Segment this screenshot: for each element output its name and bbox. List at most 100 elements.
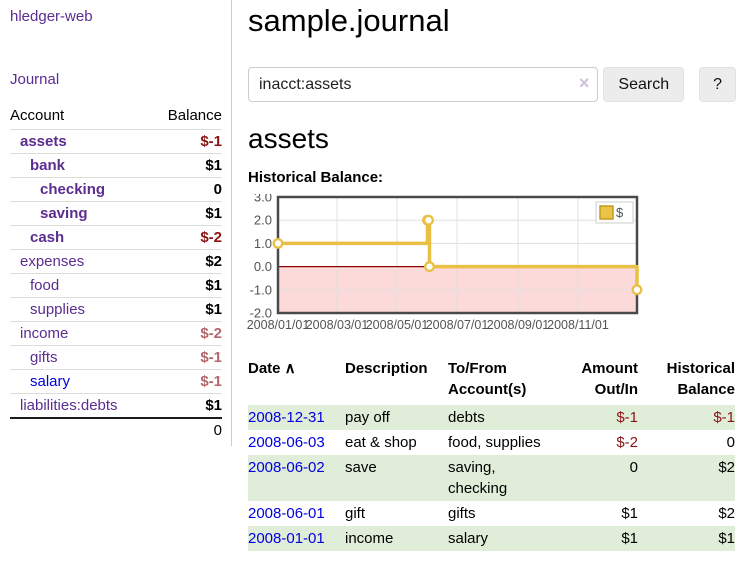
account-link-gifts[interactable]: gifts [30, 349, 58, 366]
data-point-marker[interactable] [272, 237, 284, 249]
account-row: salary $-1 [10, 369, 222, 394]
y-tick-label: 0.0 [254, 259, 272, 274]
app-brand-link[interactable]: hledger-web [10, 8, 93, 25]
account-balance: $1 [150, 297, 222, 322]
accounts-col-account: Account [10, 107, 65, 124]
account-link-income[interactable]: income [20, 325, 69, 342]
transaction-date-link[interactable]: 2008-06-03 [248, 434, 325, 451]
transaction-date-link[interactable]: 2008-06-02 [248, 459, 325, 476]
register-row[interactable]: 2008-12-31 pay off debts $-1 $-1 [248, 405, 735, 430]
accounts-col-balance: Balance [167, 107, 222, 124]
account-row: assets $-1 [10, 129, 222, 154]
register-row[interactable]: 2008-06-03 eat & shop food, supplies $-2 0 [248, 430, 735, 455]
help-button[interactable]: ? [699, 67, 736, 102]
account-balance: $1 [150, 393, 222, 418]
account-link-assets[interactable]: assets [20, 133, 67, 150]
search-input-wrap: × [248, 67, 599, 102]
register-col-date[interactable]: Date ∧ [248, 360, 296, 377]
x-tick-label: 2008/07/01 [426, 318, 489, 332]
search-form: × Search ? [248, 67, 736, 102]
x-tick-label: 2008/01/01 [247, 318, 310, 332]
transaction-description: pay off [345, 405, 448, 430]
account-balance: $1 [150, 273, 222, 298]
main-content: sample.journal × Search ? assets Histori… [247, 0, 736, 551]
account-link-liabilities-debts[interactable]: liabilities:debts [20, 397, 118, 414]
transaction-description: eat & shop [345, 434, 417, 451]
account-link-supplies[interactable]: supplies [30, 301, 86, 318]
transaction-accounts: saving, checking [448, 455, 554, 501]
account-link-food[interactable]: food [30, 277, 60, 294]
transaction-balance: $2 [718, 505, 735, 522]
transaction-description: save [345, 455, 448, 501]
sort-ascending-icon: ∧ [280, 360, 296, 377]
register-row[interactable]: 2008-06-02 save saving, checking 0 $2 [248, 455, 735, 501]
account-row: liabilities:debts $1 [10, 393, 222, 418]
y-tick-label: 2.0 [254, 213, 272, 228]
account-balance: $2 [150, 249, 222, 274]
account-link-salary[interactable]: salary [30, 373, 71, 390]
register-col-balance[interactable]: Historical Balance [666, 360, 735, 398]
historical-balance-chart-svg: $3.0 2.0 1.0 0.0 -1.0 -2.02008/01/012008/03/0… [247, 190, 643, 332]
register-col-accounts[interactable]: To/From Account(s) [448, 360, 527, 398]
account-row: bank $1 [10, 153, 222, 178]
transaction-date-link[interactable]: 2008-12-31 [248, 409, 325, 426]
plot-border [276, 195, 639, 315]
account-row: saving $1 [10, 201, 222, 226]
account-row: gifts $-1 [10, 345, 222, 370]
account-link-checking[interactable]: checking [40, 181, 106, 198]
y-tick-label: -1.0 [250, 282, 272, 297]
x-tick-label: 2008/03/01 [306, 318, 369, 332]
accounts-table: Account Balance assets $-1 bank $1 checking 0… [10, 105, 222, 442]
account-row: checking 0 [10, 177, 222, 202]
account-link-saving[interactable]: saving [40, 205, 88, 222]
register-header-row: Date ∧ Description To/From Account(s) Amoun… [248, 358, 735, 405]
account-balance: $-1 [150, 345, 222, 370]
transaction-balance: $1 [638, 526, 735, 551]
transaction-amount: $-1 [554, 405, 638, 430]
account-balance: $-2 [150, 321, 222, 346]
data-point-marker[interactable] [423, 214, 434, 226]
transaction-date-link[interactable]: 2008-06-01 [248, 505, 325, 522]
search-input[interactable] [248, 67, 599, 102]
account-row: cash $-2 [10, 225, 222, 250]
account-balance: $1 [150, 153, 222, 178]
account-link-expenses[interactable]: expenses [20, 253, 85, 270]
transaction-amount: 0 [554, 455, 638, 501]
chart-title: Historical Balance: [248, 169, 384, 186]
data-point-marker[interactable] [424, 261, 435, 273]
transaction-description: gift [345, 505, 366, 522]
register-col-description[interactable]: Description [345, 360, 428, 377]
account-heading: assets [248, 123, 329, 154]
account-link-bank[interactable]: bank [30, 157, 66, 174]
transaction-date-link[interactable]: 2008-01-01 [248, 530, 325, 547]
x-tick-label: 2008/11/01 [547, 318, 609, 332]
transaction-balance: $-1 [638, 405, 735, 430]
x-tick-label: 2008/05/01 [366, 318, 429, 332]
register-col-amount[interactable]: Amount Out/In [581, 360, 638, 398]
register-table: Date ∧ Description To/From Account(s) Amoun… [248, 358, 735, 551]
search-button[interactable]: Search [603, 67, 685, 102]
account-balance: $-1 [150, 369, 222, 394]
y-tick-label: -2.0 [250, 306, 272, 321]
accounts-total-value: 0 [150, 417, 222, 442]
page-title: sample.journal [248, 3, 450, 38]
transaction-balance: $2 [638, 455, 735, 501]
register-row[interactable]: 2008-06-01 gift gifts $1 $2 [248, 501, 735, 526]
transaction-amount: $1 [621, 505, 638, 522]
account-balance: $-1 [150, 129, 222, 154]
account-row: expenses $2 [10, 249, 222, 274]
sidebar: hledger-web Journal Account Balance asse… [0, 0, 232, 446]
transaction-amount: $1 [554, 526, 638, 551]
data-point-marker[interactable] [631, 284, 643, 296]
transaction-accounts: salary [448, 526, 554, 551]
legend-swatch [599, 205, 614, 220]
sidebar-item-journal[interactable]: Journal [10, 71, 60, 88]
y-tick-label: 1.0 [254, 236, 272, 251]
balance-chart[interactable]: $3.0 2.0 1.0 0.0 -1.0 -2.0 2008/01/01 2008/03/0… [244, 190, 644, 336]
accounts-total-row: 0 [10, 417, 222, 442]
register-row[interactable]: 2008-01-01 income salary $1 $1 [248, 526, 735, 551]
account-link-cash[interactable]: cash [30, 229, 65, 246]
clear-search-icon[interactable]: × [578, 73, 590, 93]
account-row: income $-2 [10, 321, 222, 346]
transaction-balance: 0 [726, 434, 735, 451]
